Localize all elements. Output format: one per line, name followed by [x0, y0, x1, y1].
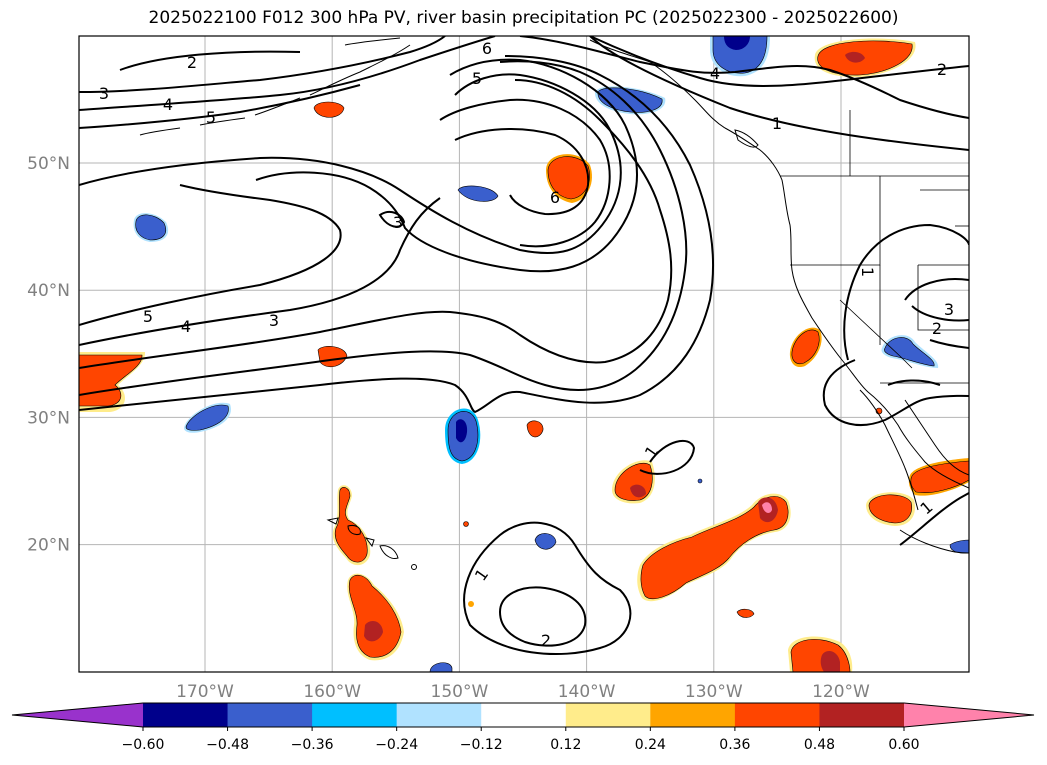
- colorbar-segment: [819, 703, 905, 727]
- colorbar-tick-label: −0.48: [206, 737, 249, 753]
- longitude-tick-label: 170°W: [176, 682, 234, 702]
- colorbar-segment: [396, 703, 482, 727]
- contour-label: 3: [393, 213, 403, 232]
- longitude-tick-label: 130°W: [685, 682, 743, 702]
- colorbar-segment: [312, 703, 398, 727]
- map-title: 2025022100 F012 300 hPa PV, river basin …: [148, 8, 899, 28]
- contour-label: 2: [541, 631, 551, 650]
- longitude-tick-label: 140°W: [558, 682, 616, 702]
- colorbar-extend-min: [12, 703, 143, 727]
- contour-label: 5: [206, 108, 216, 127]
- contour-label: 5: [472, 69, 482, 88]
- colorbar-segment: [734, 703, 820, 727]
- contour-label: 1: [772, 114, 782, 133]
- contour-label: 3: [269, 311, 279, 330]
- contour-label: 1: [858, 267, 877, 277]
- colorbar-tick-label: 0.60: [888, 737, 919, 753]
- contour-label: 4: [163, 95, 173, 114]
- colorbar-segment: [143, 703, 229, 727]
- colorbar-tick-label: 0.36: [719, 737, 750, 753]
- longitude-tick-label: 160°W: [303, 682, 361, 702]
- precip-positive-anomalies: [79, 38, 969, 672]
- latitude-tick-label: 40°N: [27, 281, 70, 301]
- contour-label: 2: [187, 53, 197, 72]
- latitude-tick-label: 30°N: [27, 408, 70, 428]
- contour-label: 6: [550, 188, 560, 207]
- map-frame: [78, 35, 970, 673]
- latitude-tick-label: 20°N: [27, 536, 70, 556]
- contour-label: 5: [143, 307, 153, 326]
- latitude-labels: 50°N 40°N 30°N 20°N: [27, 154, 70, 556]
- colorbar-segment: [227, 703, 313, 727]
- longitude-tick-label: 150°W: [431, 682, 489, 702]
- coastlines: [139, 37, 969, 570]
- colorbar: [11, 702, 1035, 728]
- colorbar-tick-label: 0.24: [635, 737, 666, 753]
- colorbar-segment: [481, 703, 567, 727]
- colorbar-tick-label: −0.60: [122, 737, 165, 753]
- contour-label: 6: [482, 39, 492, 58]
- colorbar-segment: [650, 703, 736, 727]
- pv-contours: [79, 36, 969, 656]
- contour-label: 4: [181, 317, 191, 336]
- colorbar-tick-label: 0.12: [550, 737, 581, 753]
- longitude-labels: 170°W 160°W 150°W 140°W 130°W 120°W: [176, 682, 870, 702]
- colorbar-tick-label: 0.48: [804, 737, 835, 753]
- colorbar-tick-label: −0.36: [291, 737, 334, 753]
- colorbar-segment: [565, 703, 651, 727]
- contour-label: 2: [937, 60, 947, 79]
- contour-label: 4: [710, 64, 720, 83]
- map-area: [79, 36, 969, 672]
- contour-labels: 2 3 4 5 6 5 4 2 1 6 3 5 4 3 1 3 2 1 1 1 …: [99, 39, 954, 650]
- latitude-tick-label: 50°N: [27, 154, 70, 174]
- contour-label: 3: [99, 84, 109, 103]
- colorbar-tick-label: −0.12: [460, 737, 503, 753]
- longitude-tick-label: 120°W: [812, 682, 870, 702]
- colorbar-labels: −0.60 −0.48 −0.36 −0.24 −0.12 0.12 0.24 0.36 0.4…: [122, 727, 920, 753]
- contour-label: 2: [932, 319, 942, 338]
- contour-label: 3: [944, 300, 954, 319]
- colorbar-extend-max: [904, 703, 1034, 727]
- colorbar-tick-label: −0.24: [375, 737, 418, 753]
- graticule: [79, 36, 969, 672]
